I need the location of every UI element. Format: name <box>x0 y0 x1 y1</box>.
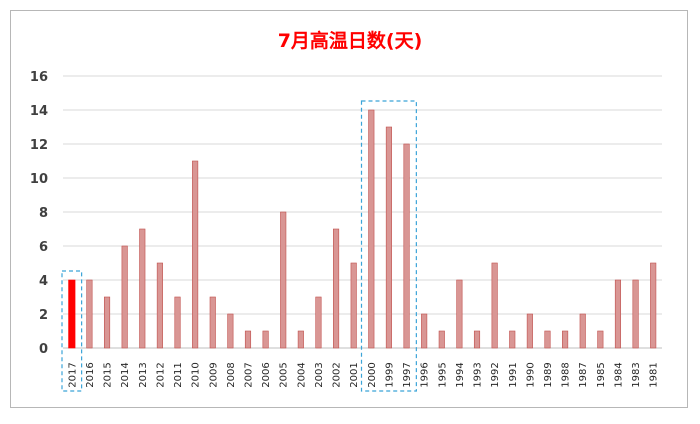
x-tick-label: 1988 <box>561 362 572 387</box>
y-tick-label: 8 <box>39 206 48 221</box>
bar-2003 <box>315 296 322 349</box>
x-tick-label: 2005 <box>279 362 290 387</box>
bar-1987 <box>579 313 586 349</box>
bar-1993 <box>473 330 481 349</box>
chart-title: 7月高温日数(天) <box>277 30 423 52</box>
bar-2008 <box>227 313 234 349</box>
x-tick-label: 2014 <box>120 362 131 387</box>
x-tick-label: 2012 <box>155 362 166 387</box>
y-tick-label: 6 <box>39 240 48 255</box>
x-tick-label: 1994 <box>455 362 466 387</box>
highlight-boxes <box>61 100 417 392</box>
bar-2005 <box>280 211 287 349</box>
y-tick-label: 10 <box>30 172 48 187</box>
bar-2000 <box>368 109 375 349</box>
x-tick-label: 1984 <box>613 362 624 387</box>
x-tick-label: 2002 <box>332 362 343 387</box>
x-tick-label: 2006 <box>261 362 272 387</box>
x-tick-label: 2000 <box>367 362 378 387</box>
bar-2010 <box>192 160 199 349</box>
x-tick-label: 2010 <box>191 362 202 387</box>
x-tick-label: 1987 <box>578 362 589 387</box>
bar-2002 <box>333 228 340 349</box>
bar-1983 <box>632 279 639 349</box>
y-tick-label: 2 <box>39 308 48 323</box>
bar-2014 <box>121 245 128 349</box>
gridlines <box>63 75 662 349</box>
bar-1999 <box>385 126 392 349</box>
x-tick-label: 2003 <box>314 362 325 387</box>
highlight-box-2 <box>360 100 417 392</box>
y-tick-label: 0 <box>39 342 48 357</box>
y-tick-label: 14 <box>30 104 48 119</box>
bar-2017 <box>68 279 76 349</box>
x-tick-label: 2015 <box>103 362 114 387</box>
bar-2016 <box>86 279 93 349</box>
x-tick-label: 2009 <box>208 362 219 387</box>
x-tick-label: 1993 <box>473 362 484 387</box>
bar-1991 <box>509 330 516 349</box>
bar-1992 <box>491 262 498 349</box>
x-tick-label: 2011 <box>173 362 184 387</box>
x-tick-label: 1997 <box>402 362 413 387</box>
bar-2007 <box>244 330 252 349</box>
bar-2006 <box>262 330 269 349</box>
bar-2001 <box>350 262 357 349</box>
bar-1981 <box>650 262 657 349</box>
x-tick-label: 2004 <box>296 362 307 387</box>
x-tick-label: 1985 <box>596 362 607 387</box>
x-axis-ticks: 2017 2016 2015 2014 2013 2012 2011 2010 2009 2008… <box>67 362 659 387</box>
x-tick-label: 1991 <box>508 362 519 387</box>
x-tick-label: 1989 <box>543 362 554 387</box>
x-tick-label: 2013 <box>138 362 149 387</box>
x-tick-label: 2008 <box>226 362 237 387</box>
x-tick-label: 1999 <box>384 362 395 387</box>
x-tick-label: 2007 <box>243 362 254 387</box>
bar-1996 <box>421 313 428 349</box>
x-tick-label: 1996 <box>420 362 431 387</box>
y-axis-ticks: 0 2 4 6 8 10 12 14 16 <box>30 70 48 357</box>
bar-2011 <box>174 296 181 349</box>
x-tick-label: 1981 <box>649 362 660 387</box>
bar-1994 <box>456 279 463 349</box>
bar-2009 <box>209 296 216 349</box>
bars <box>68 109 657 349</box>
x-tick-label: 2017 <box>67 362 78 387</box>
x-tick-label: 1995 <box>437 362 448 387</box>
bar-2004 <box>297 330 304 349</box>
bar-1989 <box>544 330 551 349</box>
bar-2012 <box>156 262 163 349</box>
bar-1984 <box>614 279 622 349</box>
x-tick-label: 1990 <box>525 362 536 387</box>
bar-2015 <box>103 296 111 349</box>
bar-1985 <box>597 330 604 349</box>
y-tick-label: 16 <box>30 70 48 85</box>
bar-1988 <box>562 330 569 349</box>
x-tick-label: 2016 <box>85 362 96 387</box>
x-tick-label: 2001 <box>349 362 360 387</box>
x-tick-label: 1983 <box>631 362 642 387</box>
y-tick-label: 12 <box>30 138 48 153</box>
highlight-box-1 <box>61 270 83 392</box>
bar-1990 <box>526 313 533 349</box>
bar-2013 <box>139 228 146 349</box>
y-tick-label: 4 <box>39 274 48 289</box>
x-tick-label: 1992 <box>490 362 501 387</box>
bar-1995 <box>438 330 445 349</box>
bar-1997 <box>403 143 410 349</box>
